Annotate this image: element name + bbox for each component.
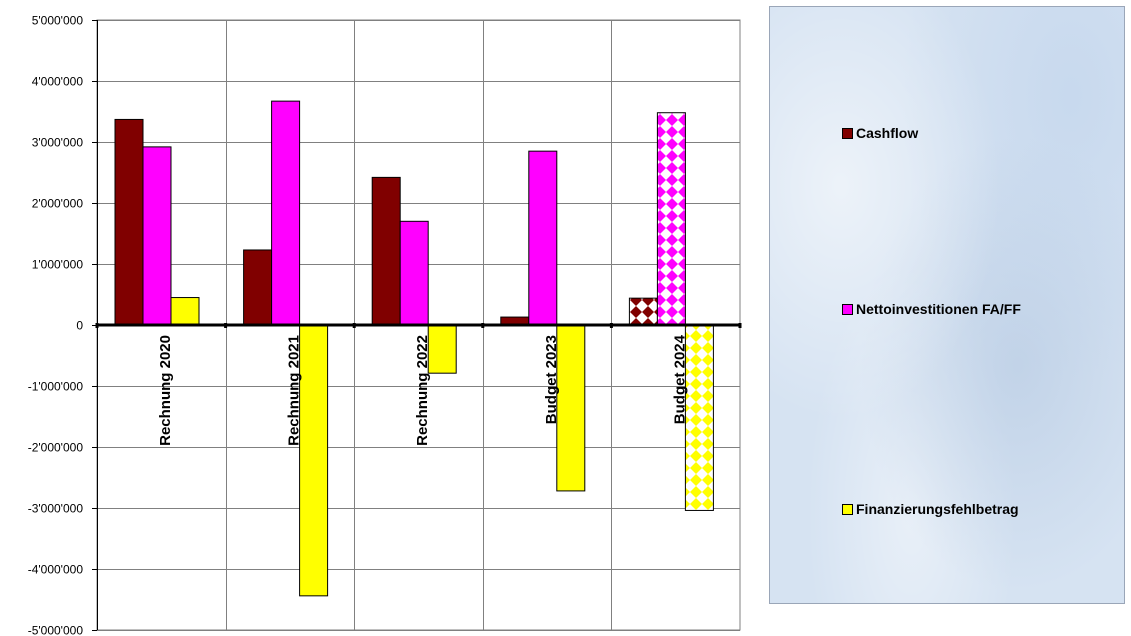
legend-label-cashflow: Cashflow	[856, 125, 919, 141]
legend-label-nettoinvestitionen: Nettoinvestitionen FA/FF	[856, 301, 1021, 317]
legend: Cashflow Nettoinvestitionen FA/FF Finanz…	[769, 6, 1125, 604]
legend-swatch-finanzierungsfehlbetrag	[842, 503, 853, 515]
y-tick-label: -1'000'000	[28, 380, 84, 394]
bar-cashflow-budget-2024	[628, 297, 658, 326]
bar-cashflow-rechnung-2020	[114, 118, 144, 326]
legend-swatch-nettoinvestitionen	[842, 303, 853, 315]
bar-cashflow-rechnung-2022	[371, 176, 401, 326]
bar-finanzierungsfehlbetrag-budget-2024	[684, 324, 714, 511]
bar-nettoinvestitionen-fa-ff-rechnung-2020	[142, 146, 172, 326]
bar-chart: 5'000'000 4'000'000 3'000'000 2'000'000 1'00…	[28, 14, 742, 636]
x-tick-label: Budget 2023	[543, 335, 560, 424]
legend-label-finanzierungsfehlbetrag: Finanzierungsfehlbetrag	[856, 501, 1019, 517]
y-tick-label: -4'000'000	[28, 563, 84, 577]
bar-finanzierungsfehlbetrag-budget-2023	[556, 324, 586, 492]
bar-nettoinvestitionen-fa-ff-rechnung-2021	[271, 100, 301, 326]
y-tick-label: -3'000'000	[28, 502, 84, 516]
y-tick-label: 4'000'000	[32, 75, 84, 89]
bar-nettoinvestitionen-fa-ff-budget-2024	[656, 112, 686, 326]
y-tick-label: 2'000'000	[32, 197, 84, 211]
y-tick-label: -2'000'000	[28, 441, 84, 455]
bar-finanzierungsfehlbetrag-rechnung-2021	[299, 324, 329, 597]
y-tick-label: 0	[76, 319, 83, 333]
bar-finanzierungsfehlbetrag-rechnung-2022	[427, 324, 457, 374]
bar-finanzierungsfehlbetrag-rechnung-2020	[170, 297, 200, 326]
legend-item-nettoinvestitionen: Nettoinvestitionen FA/FF	[842, 301, 1021, 317]
y-tick-label: 3'000'000	[32, 136, 84, 150]
bar-nettoinvestitionen-fa-ff-budget-2023	[528, 150, 558, 326]
y-tick-label: -5'000'000	[28, 624, 84, 636]
legend-item-cashflow: Cashflow	[842, 125, 918, 141]
bar-cashflow-rechnung-2021	[243, 249, 273, 326]
x-tick-label: Rechnung 2022	[414, 335, 431, 446]
y-tick-label: 1'000'000	[32, 258, 84, 272]
tick-labels: 5'000'000 4'000'000 3'000'000 2'000'000 1'00…	[28, 14, 689, 636]
axes	[92, 20, 742, 631]
x-tick-label: Rechnung 2021	[286, 335, 303, 446]
x-tick-label: Budget 2024	[671, 334, 688, 424]
bar-nettoinvestitionen-fa-ff-rechnung-2022	[399, 220, 429, 326]
legend-item-finanzierungsfehlbetrag: Finanzierungsfehlbetrag	[842, 501, 1019, 517]
x-tick-label: Rechnung 2020	[157, 335, 174, 446]
legend-swatch-cashflow	[842, 127, 853, 139]
y-tick-label: 5'000'000	[32, 14, 84, 28]
bars	[114, 100, 714, 597]
